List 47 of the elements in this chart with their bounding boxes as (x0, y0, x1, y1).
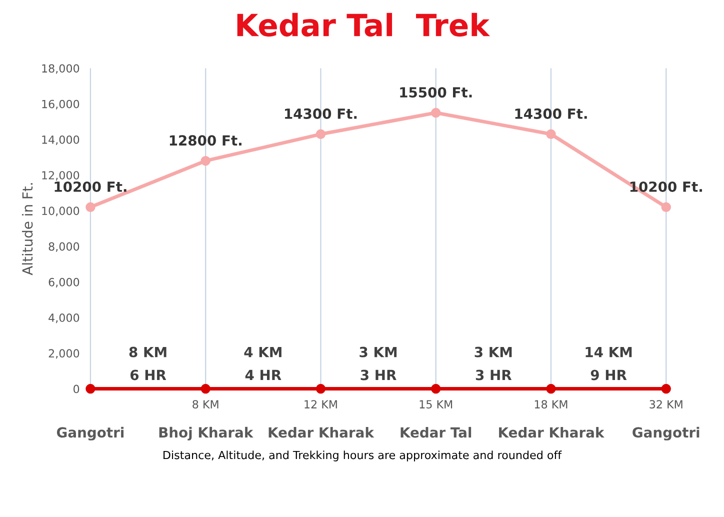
x-tick-label: 18 KM (534, 400, 568, 408)
y-tick-label: 2,000 (48, 349, 80, 359)
y-tick-label: 8,000 (48, 242, 80, 252)
point (86, 384, 96, 394)
data-label: 10200 Ft. (630, 181, 702, 192)
text: Kedar Kharak (499, 426, 604, 438)
point (661, 384, 671, 394)
data-label: 10200 Ft. (54, 181, 126, 192)
point (546, 129, 556, 139)
y-tick-label: 12,000 (42, 171, 80, 181)
y-tick-label: 10,000 (42, 206, 80, 216)
point (200, 384, 210, 394)
x-tick-label: 15 KM (420, 400, 452, 408)
text: Kedar Kharak (268, 426, 374, 438)
data-label: 15500 Ft. (400, 87, 472, 98)
annotation: 14 KM 9 HR (586, 346, 632, 380)
chart-title: Kedar Tal Trek (237, 12, 490, 37)
annotation: 3 KM 3 HR (360, 346, 397, 380)
point (316, 129, 326, 139)
point (86, 202, 96, 212)
text: Bhoj Kharak (159, 426, 254, 440)
y-tick-label: 0 (74, 384, 80, 394)
annotation: 8 KM 6 HR (129, 346, 166, 380)
x-tick-label: 12 KM (304, 400, 337, 408)
x-tick-label: 32 KM (650, 400, 682, 408)
y-axis-title: Altitude in Ft. (22, 183, 33, 276)
y-tick-label: 6,000 (48, 278, 80, 288)
point (430, 108, 441, 118)
x-tick-label: 8 KM (192, 400, 218, 408)
annotation: 3 KM 3 HR (474, 346, 512, 380)
y-tick-label: 14,000 (42, 135, 80, 145)
text: Gangotri (632, 426, 700, 440)
y-tick-label: 4,000 (48, 314, 80, 324)
text: Gangotri (56, 426, 124, 440)
data-label: 14300 Ft. (285, 108, 357, 119)
annotation: 4 KM 4 HR (244, 346, 282, 380)
data-label: 12800 Ft. (170, 135, 242, 146)
point (200, 156, 210, 166)
point (546, 384, 556, 394)
point (316, 384, 326, 394)
point (661, 202, 671, 212)
y-tick-label: 16,000 (42, 100, 80, 110)
y-tick-label: 18,000 (42, 64, 80, 74)
point (430, 384, 441, 394)
text: Distance, Altitude, and Trekking hours are approximate and rounded off (164, 450, 562, 462)
data-label: 14300 Ft. (515, 108, 587, 119)
text: Kedar Tal (400, 426, 472, 438)
